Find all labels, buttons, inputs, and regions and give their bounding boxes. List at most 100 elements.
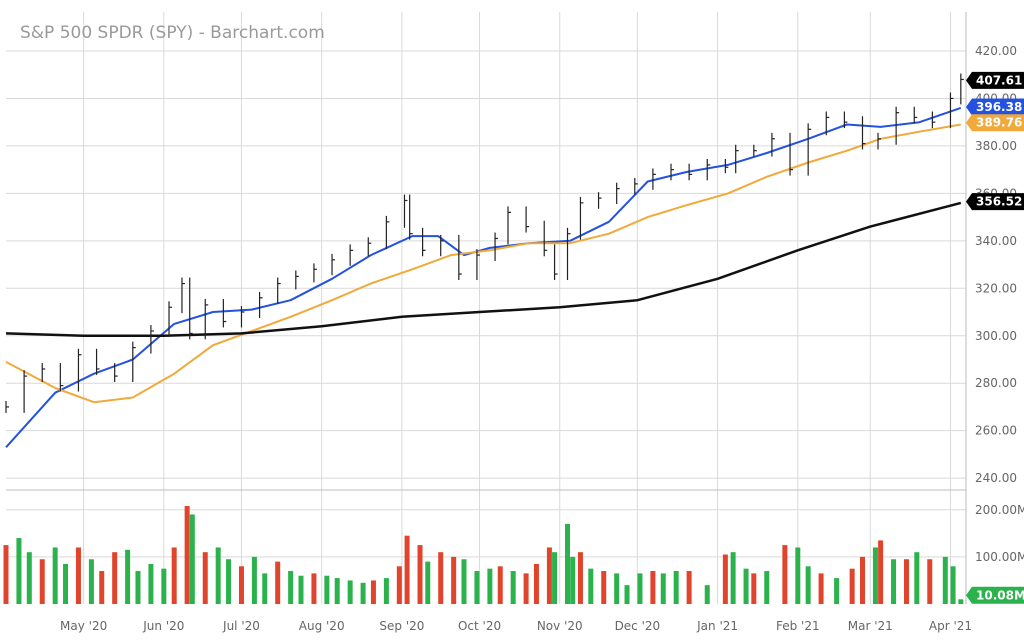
volume-bar	[189, 514, 195, 604]
chart-title: S&P 500 SPDR (SPY) - Barchart.com	[20, 23, 325, 43]
ma50-badge: 389.76	[966, 114, 1024, 132]
volume-bar	[891, 559, 897, 604]
date-tick-label: Aug '20	[299, 619, 345, 633]
volume-bar	[324, 575, 330, 604]
volume-bar	[614, 573, 620, 604]
volume-bar	[52, 547, 58, 604]
volume-bar	[298, 575, 304, 604]
volume-bar	[637, 573, 643, 604]
volume-bar	[202, 552, 208, 604]
volume-bar	[334, 578, 340, 604]
volume-bar	[546, 547, 552, 604]
grid	[6, 12, 967, 604]
last-price-badge-text: 407.61	[976, 73, 1022, 87]
volume-bar	[795, 547, 801, 604]
volume-bar	[474, 571, 480, 604]
volume-bar	[262, 573, 268, 604]
volume-bar	[872, 547, 878, 604]
volume-badge-text: 10.08M	[976, 588, 1024, 602]
price-tick-label: 320.00	[975, 281, 1017, 295]
volume-bar	[417, 545, 423, 604]
volume-bar	[63, 563, 69, 604]
date-tick-label: Sep '20	[379, 619, 424, 633]
volume-bar	[125, 549, 131, 604]
ma20-badge: 396.38	[966, 98, 1024, 116]
volume-bar	[75, 547, 81, 604]
volume-bar	[834, 578, 840, 604]
volume-bar	[903, 559, 909, 604]
price-tick-label: 280.00	[975, 376, 1017, 390]
volume-bar	[461, 559, 467, 604]
volume-bar	[805, 566, 811, 604]
date-tick-label: May '20	[60, 619, 107, 633]
value-badges: 407.61 396.38 389.76 356.52 10.08M	[966, 71, 1024, 604]
volume-bar	[26, 552, 32, 604]
volume-bar	[650, 571, 656, 604]
ma200-line	[5, 201, 962, 338]
price-bars	[5, 73, 964, 413]
volume-bar	[914, 552, 920, 604]
volume-bar	[3, 545, 9, 604]
volume-bars	[3, 506, 964, 604]
volume-bar	[347, 580, 353, 604]
volume-bar	[510, 571, 516, 604]
price-tick-label: 260.00	[975, 424, 1017, 438]
volume-bar	[818, 573, 824, 604]
volume-bar	[487, 568, 493, 604]
volume-bar	[570, 556, 576, 604]
volume-bar	[383, 578, 389, 604]
ma200-badge-shape	[966, 193, 1024, 211]
volume-bar	[39, 559, 45, 604]
volume-bar	[135, 571, 141, 604]
volume-bar	[275, 561, 281, 604]
volume-bar	[751, 573, 757, 604]
date-tick-label: Nov '20	[537, 619, 583, 633]
date-tick-label: Dec '20	[615, 619, 661, 633]
date-tick-label: Feb '21	[776, 619, 820, 633]
volume-bar	[577, 552, 583, 604]
volume-bar	[171, 547, 177, 604]
date-tick-label: Jun '20	[142, 619, 184, 633]
ma50-badge-shape	[966, 114, 1024, 132]
volume-bar	[533, 563, 539, 604]
volume-bar	[425, 561, 431, 604]
volume-bar	[660, 573, 666, 604]
ma200-badge-text: 356.52	[976, 195, 1022, 209]
volume-bar	[565, 523, 571, 604]
price-tick-label: 340.00	[975, 234, 1017, 248]
volume-bar	[601, 571, 607, 604]
volume-bar	[99, 571, 105, 604]
last-price-badge: 407.61	[966, 71, 1024, 89]
volume-bar	[288, 571, 294, 604]
volume-bar	[950, 566, 956, 604]
volume-bar	[958, 599, 964, 604]
price-tick-label: 420.00	[975, 44, 1017, 58]
volume-bar	[311, 573, 317, 604]
volume-badge-shape	[966, 586, 1024, 604]
volume-bar	[782, 545, 788, 604]
volume-bar	[673, 571, 679, 604]
ma50-badge-text: 389.76	[976, 116, 1022, 130]
date-tick-label: Apr '21	[929, 619, 972, 633]
volume-bar	[438, 552, 444, 604]
volume-bar	[588, 568, 594, 604]
date-tick-label: Jan '21	[696, 619, 738, 633]
moving-average-lines	[5, 106, 962, 448]
volume-bar	[552, 552, 558, 604]
volume-bar	[88, 559, 94, 604]
date-tick-label: Mar '21	[848, 619, 893, 633]
price-tick-label: 300.00	[975, 329, 1017, 343]
date-tick-label: Oct '20	[458, 619, 501, 633]
price-tick-label: 380.00	[975, 139, 1017, 153]
last-price-badge-shape	[966, 71, 1024, 89]
volume-bar	[370, 580, 376, 604]
volume-bar	[523, 573, 529, 604]
volume-bar	[226, 559, 232, 604]
volume-bar	[878, 540, 884, 604]
volume-bar	[743, 568, 749, 604]
price-tick-label: 240.00	[975, 471, 1017, 485]
volume-tick-label: 200.00M	[975, 503, 1024, 517]
volume-tick-label: 100.00M	[975, 550, 1024, 564]
volume-bar	[686, 571, 692, 604]
